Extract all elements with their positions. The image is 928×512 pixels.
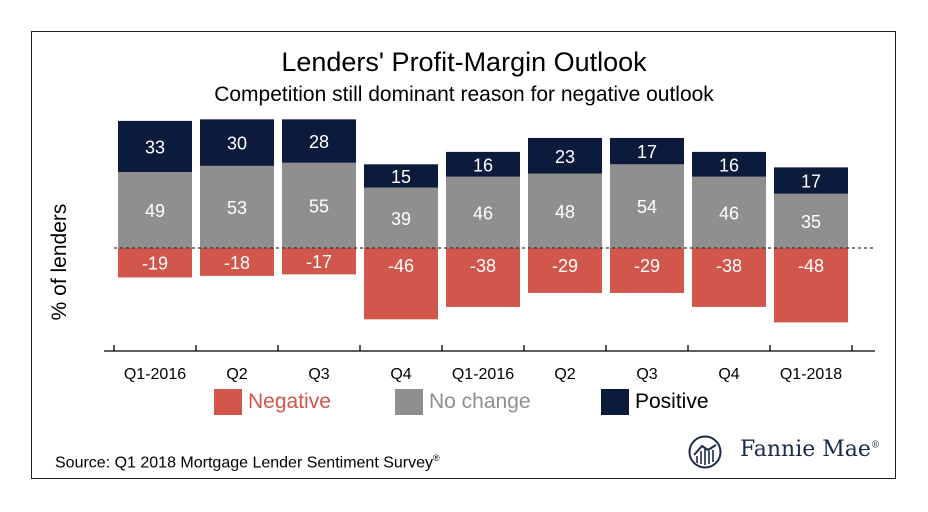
bar-positive: [692, 151, 766, 177]
logo-wordmark: Fannie Mae: [740, 437, 871, 462]
data-label-no-change: 39: [391, 209, 411, 229]
bar-positive: [364, 164, 438, 188]
bar-negative: [200, 248, 274, 276]
data-label-positive: 15: [391, 167, 411, 187]
plot-area: -19 49 33 Q1-2016 -18 53 30 Q2 -17 55 28 Q3 -46 39 15 Q…: [104, 119, 875, 383]
data-label-negative: -17: [306, 252, 332, 272]
bar-no-change: [528, 173, 602, 248]
legend-swatch-no-change: [395, 389, 423, 415]
x-tick-label: Q2: [226, 366, 247, 383]
bar-negative: [610, 248, 684, 293]
bar-no-change: [610, 164, 684, 248]
bar-negative: [774, 248, 848, 323]
legend-label-negative: Negative: [248, 390, 331, 413]
data-label-negative: -29: [634, 256, 660, 276]
data-label-negative: -38: [470, 256, 496, 276]
x-tick-label: Q2: [554, 366, 575, 383]
data-label-positive: 30: [227, 134, 247, 154]
legend-swatch-negative: [214, 389, 242, 415]
data-label-negative: -19: [142, 254, 168, 274]
data-label-negative: -38: [716, 256, 742, 276]
bar-positive: [446, 151, 520, 177]
chart-title: Lenders' Profit-Margin Outlook: [281, 47, 647, 77]
bar-no-change: [118, 172, 192, 248]
data-label-no-change: 46: [719, 203, 739, 223]
y-axis-label: % of lenders: [48, 204, 71, 321]
x-tick-label: Q4: [718, 366, 739, 383]
x-tick-label: Q3: [636, 366, 657, 383]
x-tick-label: Q1-2016: [124, 366, 186, 383]
data-label-negative: -48: [798, 256, 824, 276]
data-label-positive: 23: [555, 147, 575, 167]
bar-negative: [692, 248, 766, 307]
source-text: Source: Q1 2018 Mortgage Lender Sentimen…: [55, 454, 433, 472]
data-label-no-change: 49: [145, 201, 165, 221]
data-label-no-change: 46: [473, 203, 493, 223]
bar-negative: [528, 248, 602, 293]
bar-no-change: [364, 187, 438, 248]
bar-no-change: [200, 165, 274, 248]
bar-negative: [364, 248, 438, 320]
bar-no-change: [282, 162, 356, 248]
bar-positive: [282, 119, 356, 163]
source-registered-mark: ®: [433, 453, 440, 463]
chart-subtitle: Competition still dominant reason for ne…: [214, 83, 714, 106]
x-tick-label: Q4: [390, 366, 411, 383]
logo-registered-mark: ®: [870, 440, 880, 451]
bar-positive: [528, 137, 602, 174]
fannie-mae-house-icon: [688, 435, 722, 469]
bar-positive: [200, 119, 274, 166]
data-label-negative: -29: [552, 256, 578, 276]
bar-positive: [610, 137, 684, 165]
bar-no-change: [692, 176, 766, 248]
bar-positive: [118, 120, 192, 173]
chart-frame: Lenders' Profit-Margin Outlook Competiti…: [31, 31, 896, 479]
data-label-positive: 16: [473, 155, 493, 175]
data-label-positive: 17: [637, 142, 657, 162]
data-label-negative: -46: [388, 256, 414, 276]
legend-swatch-positive: [601, 389, 629, 415]
source-note: Source: Q1 2018 Mortgage Lender Sentimen…: [55, 453, 440, 472]
bar-negative: [446, 248, 520, 307]
data-label-no-change: 48: [555, 202, 575, 222]
data-label-negative: -18: [224, 253, 250, 273]
legend-label-positive: Positive: [635, 390, 709, 413]
bar-negative: [282, 248, 356, 275]
bar-negative: [118, 248, 192, 278]
legend-label-no-change: No change: [429, 390, 531, 413]
data-label-no-change: 35: [801, 212, 821, 232]
data-label-no-change: 54: [637, 197, 657, 217]
data-label-positive: 16: [719, 155, 739, 175]
bar-positive: [774, 167, 848, 194]
x-tick-label: Q1-2018: [780, 366, 842, 383]
data-label-positive: 17: [801, 172, 821, 192]
data-label-no-change: 55: [309, 196, 329, 216]
bar-no-change: [446, 176, 520, 248]
data-label-no-change: 53: [227, 198, 247, 218]
x-tick-label: Q3: [308, 366, 329, 383]
data-label-positive: 33: [145, 137, 165, 157]
bar-no-change: [774, 193, 848, 248]
data-label-positive: 28: [309, 132, 329, 152]
fannie-mae-logo-text: Fannie Mae®: [740, 437, 880, 462]
x-tick-label: Q1-2016: [452, 366, 514, 383]
chart-svg: Lenders' Profit-Margin Outlook Competiti…: [48, 47, 875, 383]
